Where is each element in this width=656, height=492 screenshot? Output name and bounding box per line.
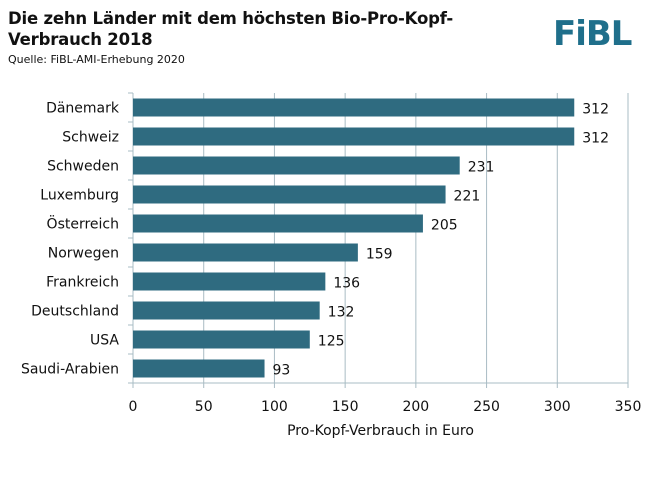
data-label: 221 <box>454 189 481 205</box>
data-label: 312 <box>582 102 609 118</box>
category-label: Dänemark <box>46 101 120 117</box>
data-label: 136 <box>333 276 360 292</box>
data-label: 93 <box>273 363 291 379</box>
category-label: Schweiz <box>62 130 119 146</box>
x-tick-label: 300 <box>544 399 571 415</box>
data-label: 159 <box>366 247 393 263</box>
data-label: 231 <box>468 160 495 176</box>
bar <box>133 243 358 262</box>
category-label: Norwegen <box>48 246 119 262</box>
x-tick-label: 250 <box>473 399 500 415</box>
category-label: Deutschland <box>31 304 119 320</box>
bar <box>133 156 460 175</box>
bar <box>133 185 446 204</box>
data-label: 312 <box>582 131 609 147</box>
x-tick-label: 150 <box>332 399 359 415</box>
category-label: Österreich <box>47 215 119 233</box>
bar <box>133 214 423 233</box>
category-label: Luxemburg <box>40 188 119 204</box>
category-label: Schweden <box>47 159 119 175</box>
data-label: 132 <box>328 305 355 321</box>
x-tick-label: 50 <box>195 399 213 415</box>
fibl-logo: FiBL <box>553 14 632 54</box>
category-label: USA <box>90 333 119 349</box>
category-label: Saudi-Arabien <box>21 362 119 378</box>
x-tick-label: 200 <box>402 399 429 415</box>
data-label: 205 <box>431 218 458 234</box>
bar <box>133 127 575 146</box>
x-tick-label: 100 <box>261 399 288 415</box>
chart-title: Die zehn Länder mit dem höchsten Bio-Pro… <box>8 9 454 49</box>
x-tick-label: 0 <box>129 399 138 415</box>
x-tick-label: 350 <box>615 399 642 415</box>
bar <box>133 359 265 378</box>
bar <box>133 272 326 291</box>
chart-source: Quelle: FiBL-AMI-Erhebung 2020 <box>8 53 185 66</box>
bar <box>133 301 320 320</box>
category-label: Frankreich <box>46 275 119 291</box>
x-axis-title: Pro-Kopf-Verbrauch in Euro <box>287 423 474 439</box>
data-label: 125 <box>318 334 345 350</box>
bar <box>133 98 575 117</box>
bar <box>133 330 310 349</box>
